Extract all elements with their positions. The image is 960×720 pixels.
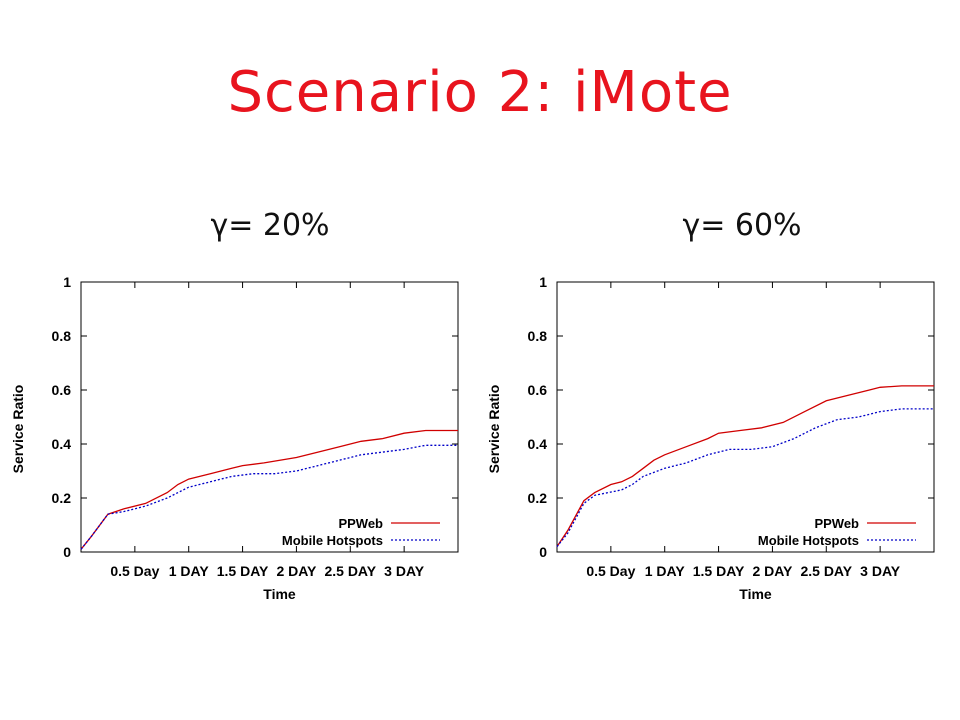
chart-left-legend-label-ppweb: PPWeb [338,516,383,531]
chart-right-x-axis-label: Time [739,586,772,602]
chart-left-y-tick-label: 0.2 [52,490,72,506]
chart-right: 0 0.2 0.4 0.6 0.8 1 0.5 Day 1 DAY 1.5 DAY 2 DAY 2.… [486,274,935,602]
chart-left-y-axis-label: Service Ratio [10,385,26,474]
chart-right-x-tick-label: 0.5 Day [586,563,635,579]
chart-right-y-tick-label: 0 [539,544,547,560]
chart-right-y-axis-label: Service Ratio [486,385,502,474]
chart-right-x-tick-label: 3 DAY [860,563,901,579]
chart-right-plot-frame [556,281,935,553]
chart-right-legend-label-mobile-hotspots: Mobile Hotspots [758,533,859,548]
chart-right-subtitle: γ= 60% [682,208,802,243]
chart-left-series-mobile-hotspots-line [80,444,458,550]
chart-left-x-axis-label: Time [263,586,296,602]
chart-right-x-tick-label: 1 DAY [645,563,686,579]
chart-left-y-tick-label: 0.4 [52,436,72,452]
chart-right-y-tick-label: 0.6 [528,382,548,398]
chart-left-x-tick-label: 1 DAY [169,563,210,579]
chart-left-x-tick-label: 2.5 DAY [324,563,376,579]
chart-right-y-tick-label: 0.2 [528,490,548,506]
chart-left-legend-label-mobile-hotspots: Mobile Hotspots [282,533,383,548]
chart-left-x-tick-label: 0.5 Day [110,563,159,579]
chart-left: 0 0.2 0.4 0.6 0.8 1 0.5 Day 1 DAY 1.5 DAY 2 DAY 2.… [10,274,459,602]
chart-right-series-ppweb-line [556,385,934,547]
chart-left-x-tick-label: 1.5 DAY [217,563,269,579]
chart-left-y-tick-label: 0.6 [52,382,72,398]
chart-left-x-tick-label: 2 DAY [276,563,317,579]
chart-right-y-tick-label: 0.8 [528,328,548,344]
chart-left-y-tick-label: 0.8 [52,328,72,344]
chart-left-subtitle: γ= 20% [210,208,330,243]
chart-left-plot-frame [80,281,459,553]
chart-right-x-tick-label: 2 DAY [752,563,793,579]
chart-left-x-tick-label: 3 DAY [384,563,425,579]
chart-left-y-tick-label: 1 [63,274,71,290]
chart-right-legend-label-ppweb: PPWeb [814,516,859,531]
chart-right-x-tick-label: 1.5 DAY [693,563,745,579]
slide-title: Scenario 2: iMote [227,60,733,125]
chart-right-series-mobile-hotspots-line [556,408,934,548]
chart-right-y-tick-label: 0.4 [528,436,548,452]
chart-left-series-ppweb-line [80,429,458,550]
chart-right-x-tick-label: 2.5 DAY [800,563,852,579]
chart-left-y-tick-label: 0 [63,544,71,560]
chart-right-y-tick-label: 1 [539,274,547,290]
